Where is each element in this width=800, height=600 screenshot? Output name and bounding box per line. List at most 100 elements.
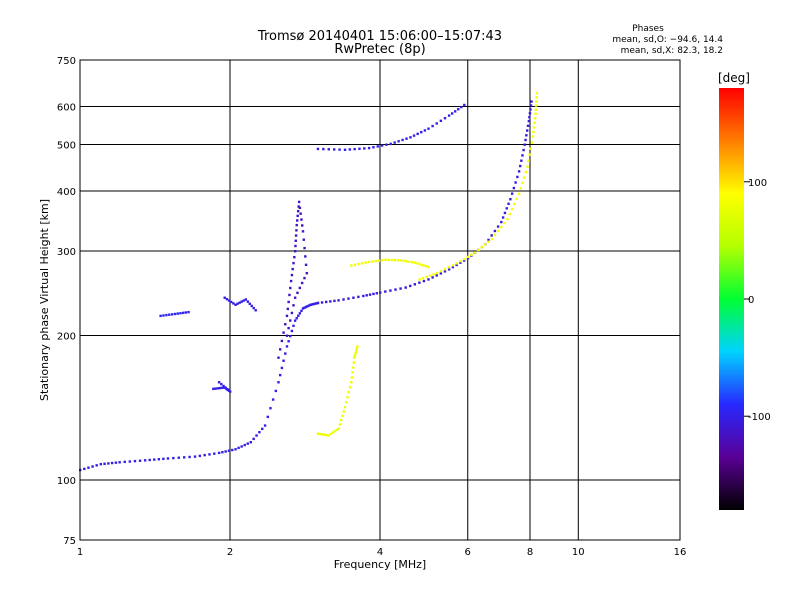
echo-point	[421, 264, 425, 267]
echo-point	[342, 410, 345, 413]
echo-point	[181, 311, 185, 315]
echo-point	[528, 112, 532, 115]
echo-point	[347, 391, 350, 394]
y-tick-label: 200	[57, 332, 76, 343]
echo-point	[380, 144, 384, 147]
echo-point	[390, 258, 393, 262]
x-tick-label: 8	[527, 547, 533, 558]
echo-point	[493, 233, 497, 237]
echo-point	[348, 148, 352, 151]
echo-point	[327, 148, 330, 151]
echo-point	[503, 211, 507, 215]
echo-point	[427, 278, 430, 281]
echo-point	[367, 146, 371, 150]
echo-point	[292, 324, 295, 328]
echo-point	[473, 251, 477, 254]
echo-point	[229, 390, 232, 393]
echo-point	[350, 381, 353, 384]
echo-point	[224, 386, 227, 390]
echo-point	[459, 261, 462, 264]
echo-point	[399, 259, 403, 262]
echo-point	[379, 291, 382, 294]
echo-point	[447, 114, 451, 117]
echo-point	[277, 356, 280, 359]
echo-point	[530, 100, 533, 103]
echo-point	[217, 451, 221, 455]
echo-point	[285, 334, 289, 337]
echo-point	[439, 272, 443, 275]
echo-point	[289, 319, 292, 322]
echo-point	[213, 452, 216, 455]
echo-point	[307, 304, 311, 307]
echo-point	[290, 311, 294, 315]
echo-point	[297, 314, 300, 317]
echo-point	[496, 225, 500, 228]
echo-point	[535, 92, 539, 95]
echo-point	[424, 264, 428, 268]
colorbar-tick-label: 0	[748, 295, 754, 306]
echo-point	[413, 261, 417, 264]
echo-point	[221, 386, 224, 389]
echo-point	[439, 119, 443, 123]
echo-point	[291, 267, 294, 271]
echo-point	[133, 459, 137, 463]
echo-point	[431, 124, 434, 128]
x-tick-label: 6	[465, 547, 471, 558]
echo-point	[327, 434, 330, 437]
echo-point	[179, 312, 182, 315]
echo-point	[333, 430, 336, 433]
echo-point	[447, 268, 451, 271]
chart-title: Tromsø 20140401 15:06:00–15:07:43	[257, 29, 502, 44]
echo-point	[293, 255, 296, 259]
echo-point	[515, 197, 518, 201]
echo-point	[123, 460, 126, 464]
echo-point	[341, 414, 344, 417]
echo-point	[530, 141, 534, 144]
echo-point	[418, 278, 421, 281]
echo-point	[393, 141, 396, 144]
echo-point	[353, 263, 357, 267]
echo-point	[506, 217, 509, 221]
y-tick-label: 75	[63, 536, 76, 547]
echo-point	[230, 300, 233, 304]
echo-point	[493, 229, 497, 233]
echo-point	[347, 297, 350, 300]
echo-point	[357, 295, 360, 299]
echo-point	[525, 134, 528, 137]
echo-point	[246, 300, 250, 303]
echo-point	[325, 433, 328, 437]
echo-point	[453, 110, 457, 113]
echo-point	[290, 273, 294, 277]
echo-point	[282, 359, 285, 362]
echo-point	[338, 423, 342, 426]
echo-point	[249, 441, 253, 444]
echo-point	[212, 387, 215, 391]
echo-point	[522, 148, 525, 152]
echo-point	[352, 296, 355, 299]
echo-point	[353, 147, 356, 151]
y-axis-label: Stationary phase Virtual Height [km]	[38, 199, 51, 401]
echo-point	[301, 230, 305, 233]
echo-point	[304, 255, 307, 258]
echo-point	[286, 307, 290, 311]
echo-point	[343, 148, 347, 151]
echo-point	[220, 382, 223, 386]
echo-point	[455, 262, 459, 265]
echo-point	[439, 270, 443, 273]
echo-point	[287, 300, 290, 304]
echo-point	[443, 268, 447, 271]
echo-point	[296, 291, 299, 295]
echo-point	[320, 433, 324, 436]
echo-point	[293, 296, 297, 299]
echo-point	[238, 301, 241, 304]
echo-point	[225, 297, 229, 301]
echo-point	[128, 460, 132, 463]
echo-point	[505, 207, 508, 210]
echo-point	[510, 207, 514, 211]
echo-point	[324, 300, 328, 304]
echo-point	[224, 450, 227, 453]
echo-point	[166, 457, 170, 460]
echo-point	[300, 309, 303, 313]
echo-point	[218, 386, 222, 390]
echo-point	[428, 274, 432, 277]
